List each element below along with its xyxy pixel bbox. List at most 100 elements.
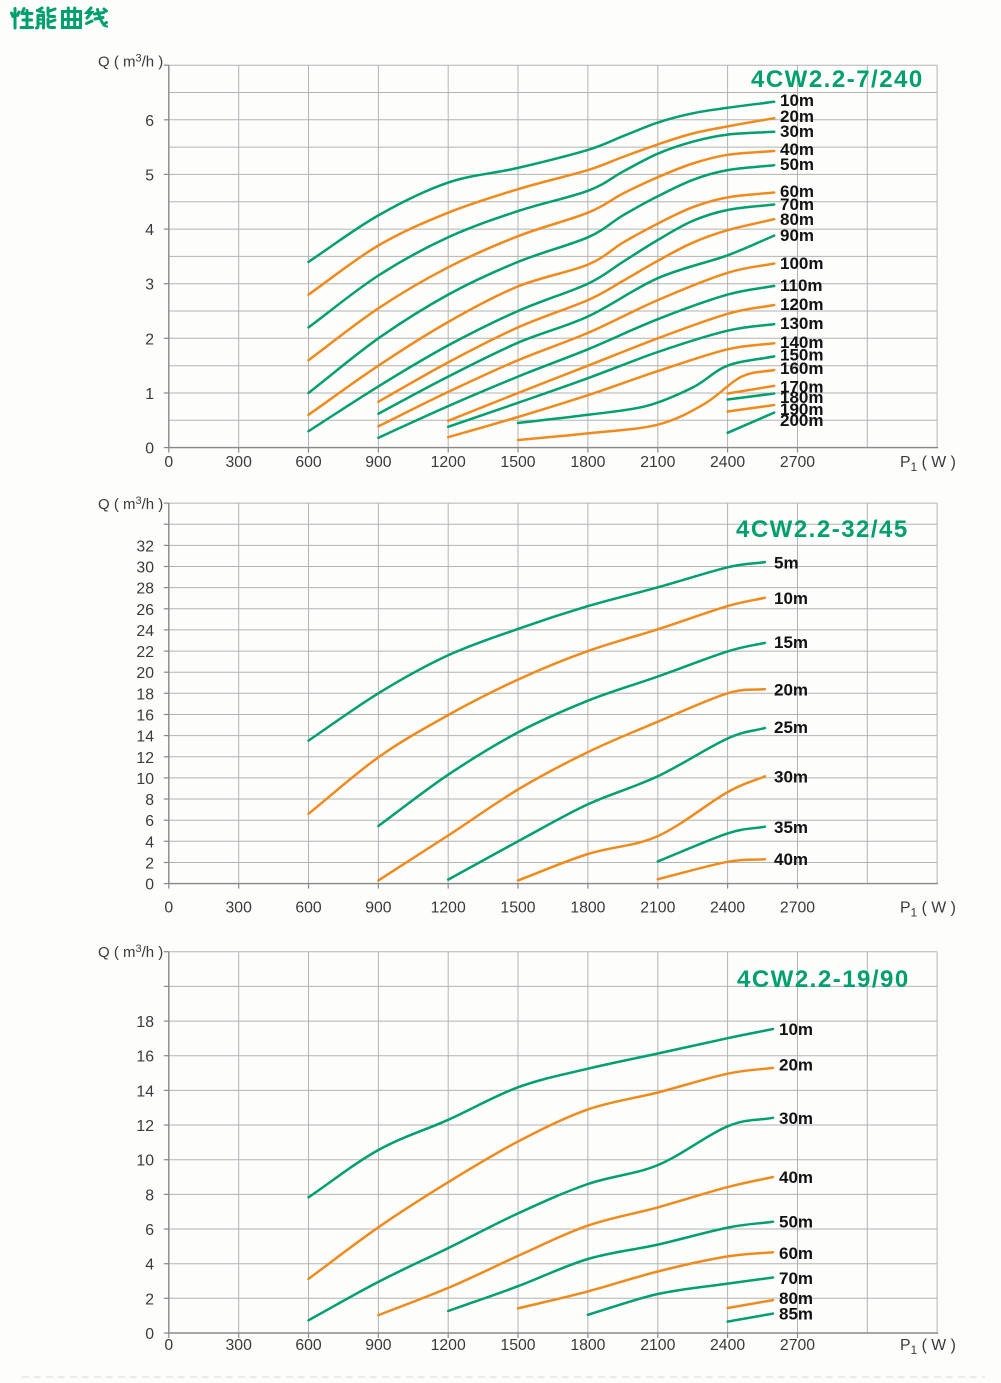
svg-text:10: 10 bbox=[136, 1153, 154, 1170]
svg-text:14: 14 bbox=[136, 1083, 154, 1100]
svg-text:300: 300 bbox=[226, 454, 253, 471]
svg-text:60m: 60m bbox=[780, 182, 814, 201]
svg-text:20m: 20m bbox=[780, 107, 814, 126]
svg-text:20: 20 bbox=[136, 665, 154, 682]
svg-text:8: 8 bbox=[145, 792, 154, 809]
svg-text:80m: 80m bbox=[780, 210, 814, 229]
svg-text:1800: 1800 bbox=[570, 900, 605, 917]
svg-text:4: 4 bbox=[145, 1257, 154, 1274]
svg-text:600: 600 bbox=[295, 454, 322, 471]
svg-text:120m: 120m bbox=[780, 295, 823, 314]
svg-text:900: 900 bbox=[365, 1337, 392, 1354]
svg-text:0: 0 bbox=[145, 877, 154, 894]
svg-text:20m: 20m bbox=[774, 681, 808, 700]
svg-text:70m: 70m bbox=[780, 195, 814, 214]
svg-text:12: 12 bbox=[136, 750, 154, 767]
svg-text:2700: 2700 bbox=[780, 454, 815, 471]
svg-text:40m: 40m bbox=[779, 1168, 813, 1187]
svg-text:300: 300 bbox=[226, 900, 253, 917]
svg-text:2: 2 bbox=[145, 331, 154, 348]
svg-text:110m: 110m bbox=[780, 276, 823, 295]
svg-text:5: 5 bbox=[145, 167, 154, 184]
svg-text:24: 24 bbox=[136, 623, 154, 640]
svg-text:170m: 170m bbox=[780, 378, 823, 397]
svg-text:28: 28 bbox=[136, 581, 154, 598]
svg-text:2400: 2400 bbox=[710, 900, 745, 917]
svg-text:2700: 2700 bbox=[780, 1337, 815, 1354]
svg-text:0: 0 bbox=[145, 1326, 154, 1343]
svg-text:600: 600 bbox=[295, 900, 322, 917]
svg-text:35m: 35m bbox=[774, 818, 808, 837]
svg-text:1200: 1200 bbox=[431, 1337, 466, 1354]
svg-text:25m: 25m bbox=[774, 718, 808, 737]
svg-text:5m: 5m bbox=[774, 554, 799, 573]
svg-text:2100: 2100 bbox=[640, 900, 675, 917]
svg-text:30: 30 bbox=[136, 560, 154, 577]
svg-text:6: 6 bbox=[145, 813, 154, 830]
svg-text:50m: 50m bbox=[779, 1213, 813, 1232]
svg-text:1500: 1500 bbox=[500, 1337, 535, 1354]
svg-text:Q ( m3/h ): Q ( m3/h ) bbox=[98, 495, 163, 513]
svg-text:10m: 10m bbox=[780, 91, 814, 110]
svg-text:Q ( m3/h ): Q ( m3/h ) bbox=[98, 53, 163, 71]
svg-text:4: 4 bbox=[145, 834, 154, 851]
svg-text:2700: 2700 bbox=[780, 900, 815, 917]
svg-text:4CW2.2-19/90: 4CW2.2-19/90 bbox=[737, 966, 910, 993]
svg-text:130m: 130m bbox=[780, 314, 823, 333]
svg-text:16: 16 bbox=[136, 708, 154, 725]
svg-text:3: 3 bbox=[145, 277, 154, 294]
svg-text:0: 0 bbox=[164, 1337, 173, 1354]
svg-text:1500: 1500 bbox=[500, 454, 535, 471]
svg-text:0: 0 bbox=[164, 454, 173, 471]
svg-text:32: 32 bbox=[136, 538, 154, 555]
svg-text:200m: 200m bbox=[780, 411, 823, 430]
svg-text:10m: 10m bbox=[779, 1020, 813, 1039]
svg-text:30m: 30m bbox=[774, 767, 808, 786]
svg-text:2: 2 bbox=[145, 1291, 154, 1308]
svg-text:10m: 10m bbox=[774, 589, 808, 608]
svg-text:160m: 160m bbox=[780, 359, 823, 378]
svg-text:1500: 1500 bbox=[500, 900, 535, 917]
svg-text:16: 16 bbox=[136, 1049, 154, 1066]
svg-text:1200: 1200 bbox=[431, 900, 466, 917]
svg-text:1800: 1800 bbox=[570, 1337, 605, 1354]
svg-text:1800: 1800 bbox=[570, 454, 605, 471]
svg-text:10: 10 bbox=[136, 771, 154, 788]
svg-text:20m: 20m bbox=[779, 1056, 813, 1075]
svg-text:14: 14 bbox=[136, 729, 154, 746]
svg-text:90m: 90m bbox=[780, 226, 814, 245]
svg-text:4CW2.2-32/45: 4CW2.2-32/45 bbox=[736, 516, 909, 543]
svg-text:26: 26 bbox=[136, 602, 154, 619]
svg-text:2400: 2400 bbox=[710, 454, 745, 471]
svg-text:180m: 180m bbox=[780, 388, 823, 407]
svg-text:60m: 60m bbox=[779, 1244, 813, 1263]
svg-text:30m: 30m bbox=[779, 1109, 813, 1128]
svg-text:900: 900 bbox=[365, 900, 392, 917]
svg-text:Q ( m3/h ): Q ( m3/h ) bbox=[98, 943, 163, 961]
svg-text:22: 22 bbox=[136, 644, 154, 661]
svg-text:600: 600 bbox=[295, 1337, 322, 1354]
svg-text:1200: 1200 bbox=[431, 454, 466, 471]
svg-text:2100: 2100 bbox=[640, 454, 675, 471]
svg-text:150m: 150m bbox=[780, 346, 823, 365]
svg-text:12: 12 bbox=[136, 1118, 154, 1135]
svg-text:50m: 50m bbox=[780, 155, 814, 174]
svg-text:900: 900 bbox=[365, 454, 392, 471]
svg-text:2100: 2100 bbox=[640, 1337, 675, 1354]
svg-text:70m: 70m bbox=[779, 1269, 813, 1288]
svg-text:8: 8 bbox=[145, 1187, 154, 1204]
svg-text:6: 6 bbox=[145, 113, 154, 130]
svg-text:4CW2.2-7/240: 4CW2.2-7/240 bbox=[751, 66, 924, 93]
svg-text:2400: 2400 bbox=[710, 1337, 745, 1354]
svg-text:85m: 85m bbox=[779, 1305, 813, 1324]
svg-text:40m: 40m bbox=[774, 850, 808, 869]
svg-text:4: 4 bbox=[145, 222, 154, 239]
svg-text:140m: 140m bbox=[780, 333, 823, 352]
svg-text:40m: 40m bbox=[780, 140, 814, 159]
svg-text:100m: 100m bbox=[780, 254, 823, 273]
svg-text:30m: 30m bbox=[780, 122, 814, 141]
svg-text:1: 1 bbox=[145, 386, 154, 403]
svg-text:190m: 190m bbox=[780, 400, 823, 419]
svg-text:15m: 15m bbox=[774, 633, 808, 652]
svg-text:80m: 80m bbox=[779, 1289, 813, 1308]
